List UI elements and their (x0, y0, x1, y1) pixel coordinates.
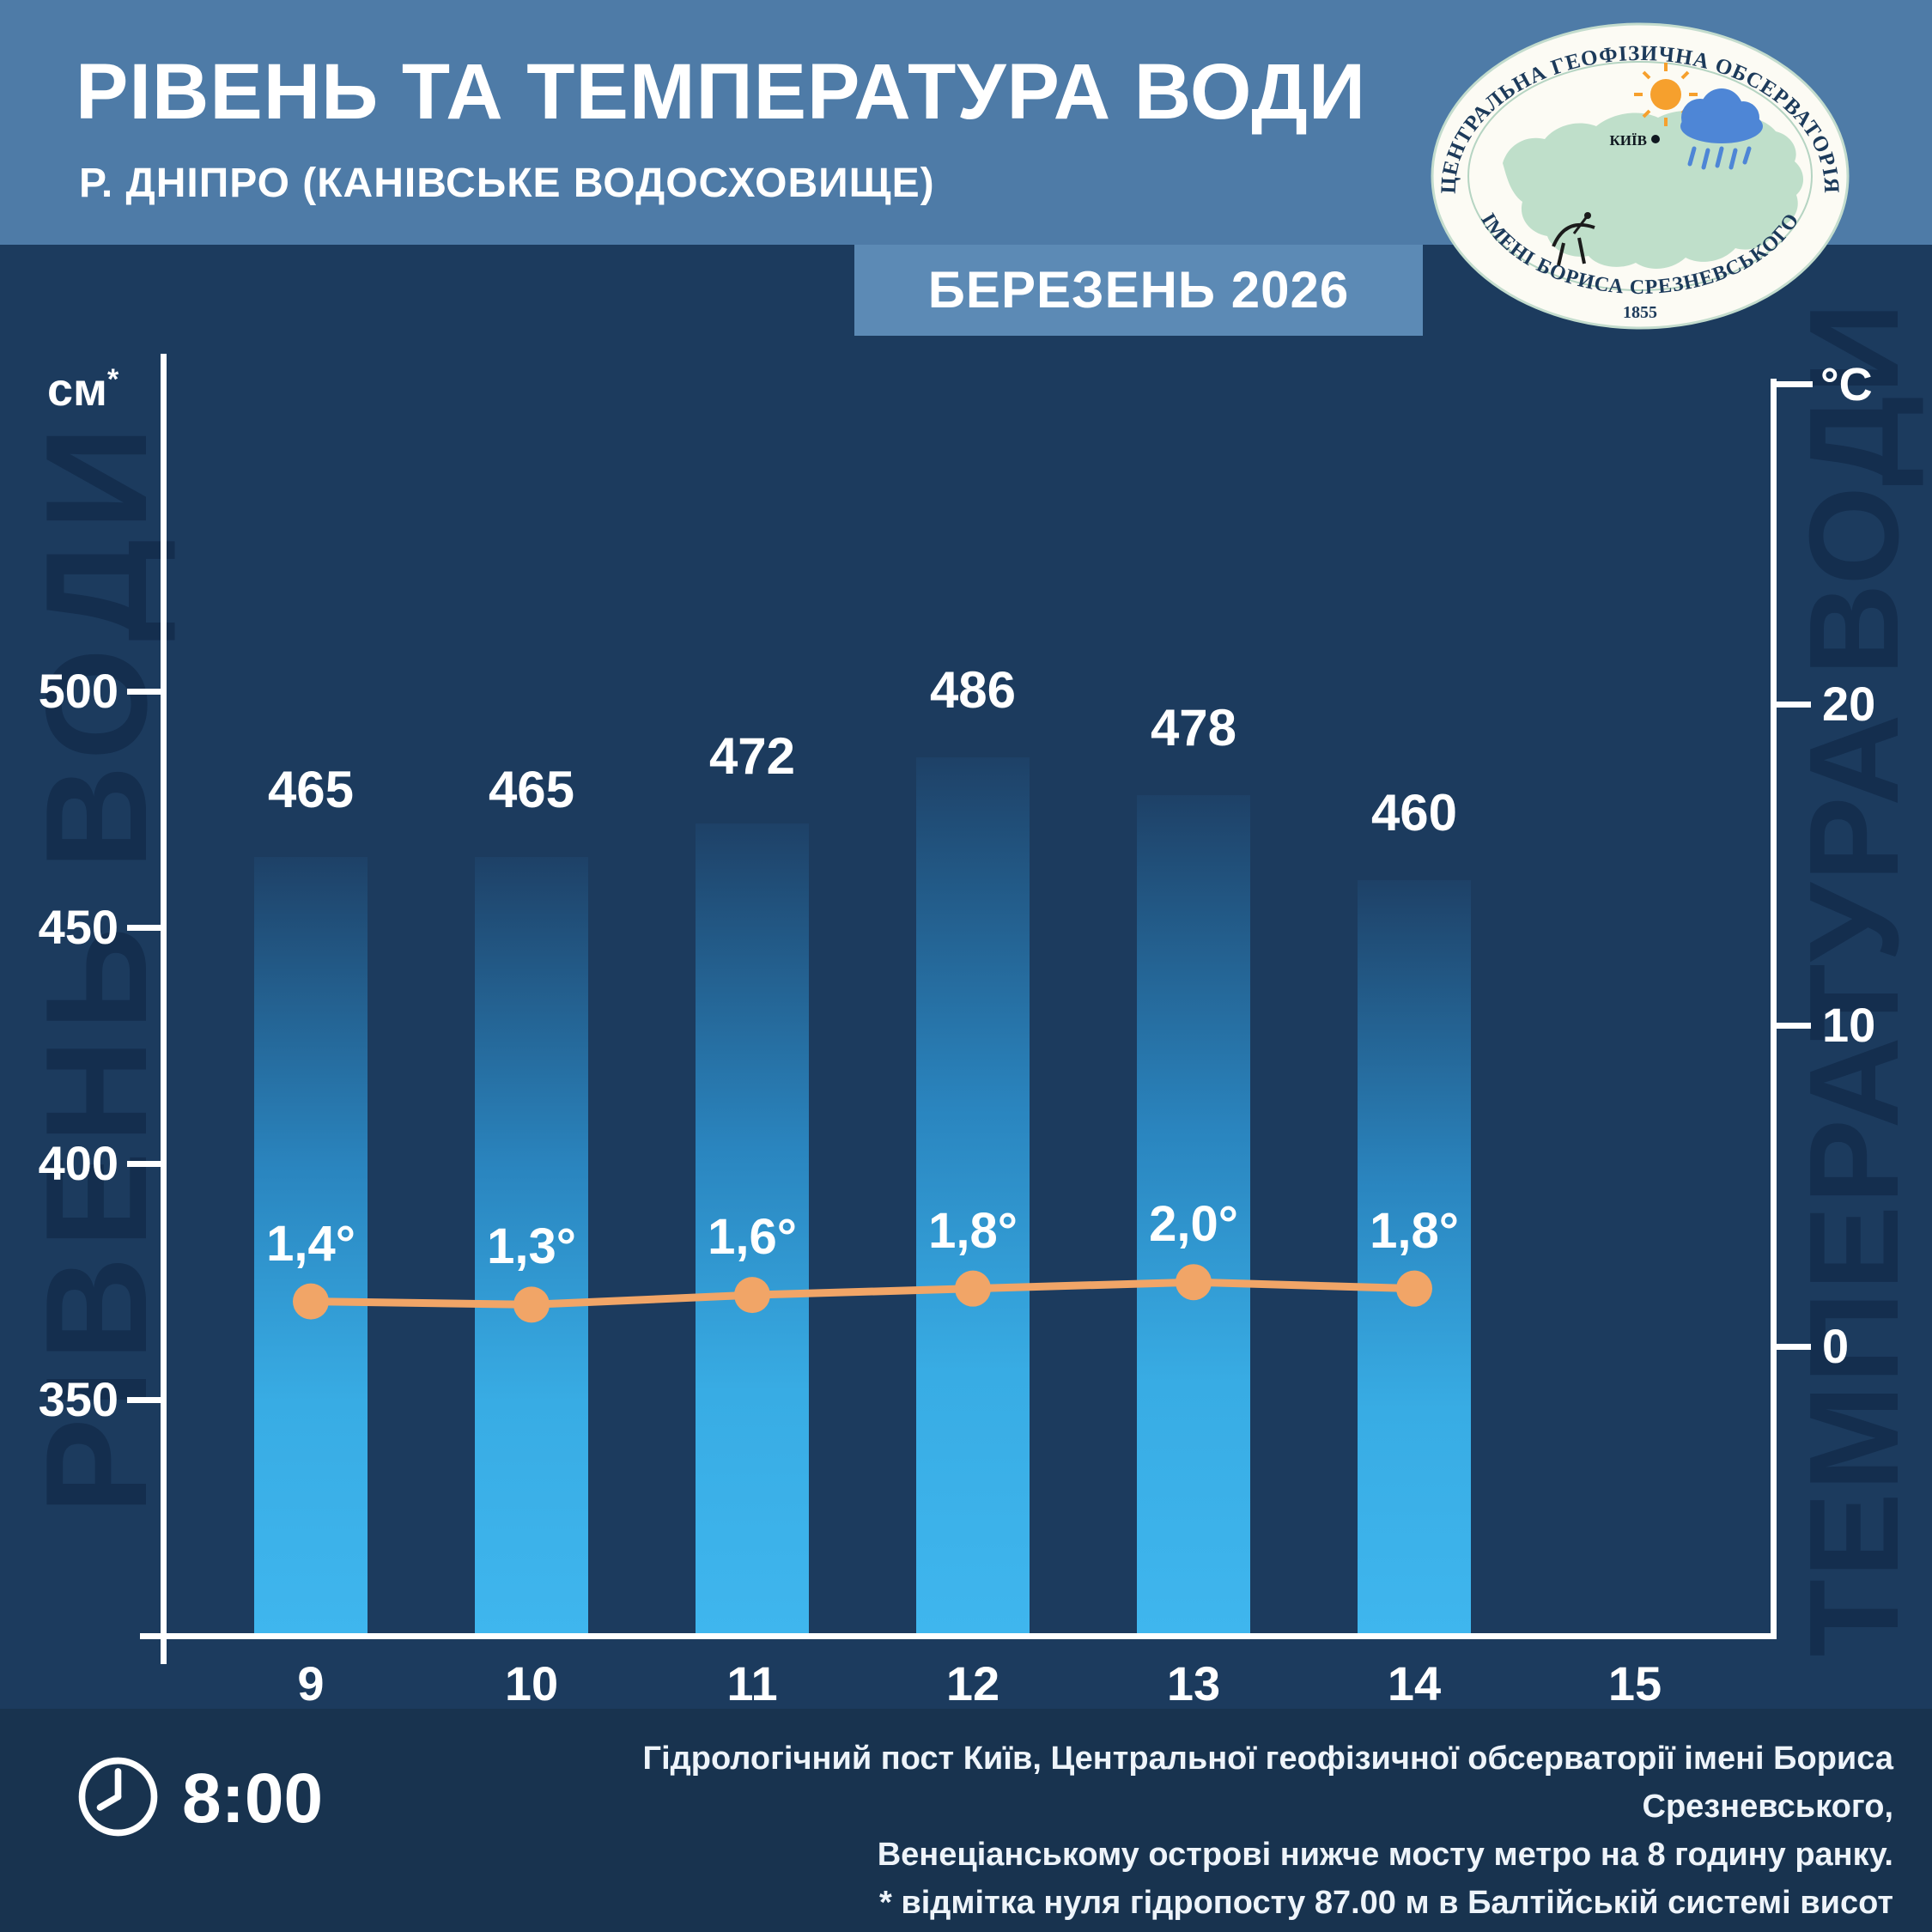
footer-band (0, 1709, 1932, 1932)
temperature-value-label: 1,8° (928, 1202, 1018, 1259)
level-bar (1358, 880, 1471, 1636)
left-axis-tick (127, 1396, 161, 1403)
temperature-value-label: 1,4° (266, 1215, 355, 1272)
temperature-value-label: 1,6° (708, 1209, 797, 1266)
observation-time: 8:00 (182, 1759, 324, 1838)
clock-icon (73, 1752, 163, 1842)
kyiv-label: КИЇВ (1609, 132, 1647, 149)
x-axis-day-label: 9 (297, 1656, 325, 1710)
kyiv-dot (1651, 135, 1660, 143)
x-axis-day-label: 12 (945, 1656, 1000, 1710)
x-axis-day-label: 15 (1607, 1656, 1662, 1710)
level-bar (696, 823, 809, 1636)
right-axis-top-tick (1777, 381, 1813, 387)
level-bar-value-label: 478 (1150, 699, 1237, 756)
x-axis-day-label: 13 (1166, 1656, 1221, 1710)
level-bar (1137, 795, 1250, 1636)
left-axis-tick (127, 688, 161, 695)
left-axis-tick-label: 500 (38, 664, 118, 718)
observatory-logo-svg: КИЇВ ЦЕНТРАЛЬНА ГЕОФІЗИЧНА ОБСЕРВАТОРІЯ … (1431, 22, 1850, 330)
left-axis-line (161, 354, 167, 1664)
level-bar (916, 757, 1030, 1636)
x-axis-day-label: 10 (504, 1656, 559, 1710)
logo-inner-ellipse (1467, 61, 1813, 291)
page-subtitle: Р. ДНІПРО (КАНІВСЬКЕ ВОДОСХОВИЩЕ) (79, 161, 935, 206)
level-bar-value-label: 465 (267, 760, 355, 818)
left-axis-tick (127, 1160, 161, 1167)
right-axis-tick (1777, 701, 1811, 708)
right-axis-tick-label: 20 (1822, 677, 1876, 731)
x-axis-day-label: 14 (1387, 1656, 1442, 1710)
left-axis-unit-note: * (106, 363, 119, 396)
satellite-dish-icon (1552, 212, 1595, 266)
temperature-value-label: 2,0° (1149, 1196, 1238, 1253)
month-badge: БЕРЕЗЕНЬ 2026 (854, 245, 1423, 336)
page-title: РІВЕНЬ ТА ТЕМПЕРАТУРА ВОДИ (76, 48, 1366, 136)
footer-note-line: * відмітка нуля гідропосту 87.00 м в Бал… (879, 1885, 1893, 1921)
left-axis-tick-label: 400 (38, 1136, 118, 1190)
right-axis-tick (1777, 1022, 1811, 1029)
level-bar (475, 856, 588, 1636)
footer-note: Гідрологічний пост Київ, Центральної гео… (416, 1735, 1893, 1927)
left-axis-tick-label: 450 (38, 900, 118, 954)
level-bar-value-label: 465 (488, 760, 575, 818)
right-axis-tick-label: 0 (1822, 1319, 1850, 1373)
x-axis-day-label: 11 (726, 1656, 778, 1710)
right-axis-unit: °С (1820, 359, 1873, 410)
rain-cloud-icon (1680, 88, 1763, 170)
temperature-value-label: 1,8° (1370, 1202, 1459, 1259)
level-bar-value-label: 472 (708, 727, 796, 785)
observatory-logo: КИЇВ ЦЕНТРАЛЬНА ГЕОФІЗИЧНА ОБСЕРВАТОРІЯ … (1430, 21, 1850, 331)
logo-year: 1855 (1623, 303, 1657, 322)
temperature-value-label: 1,3° (487, 1218, 576, 1275)
level-bar (254, 856, 368, 1636)
right-axis-tick-label: 10 (1822, 998, 1876, 1052)
left-axis-unit-text: см (47, 364, 107, 416)
footer-note-line: Гідрологічний пост Київ, Центральної гео… (642, 1741, 1893, 1825)
level-bar-value-label: 486 (929, 661, 1017, 719)
x-axis-line (140, 1633, 1777, 1639)
footer-note-line: Венеціанському острові нижче мосту метро… (877, 1837, 1893, 1873)
right-axis-tick (1777, 1343, 1811, 1350)
right-axis-line (1771, 379, 1777, 1636)
left-axis-unit: см* (47, 354, 118, 416)
left-axis-tick-label: 350 (38, 1372, 118, 1426)
left-axis-tick (127, 924, 161, 931)
level-bar-value-label: 460 (1370, 784, 1458, 841)
